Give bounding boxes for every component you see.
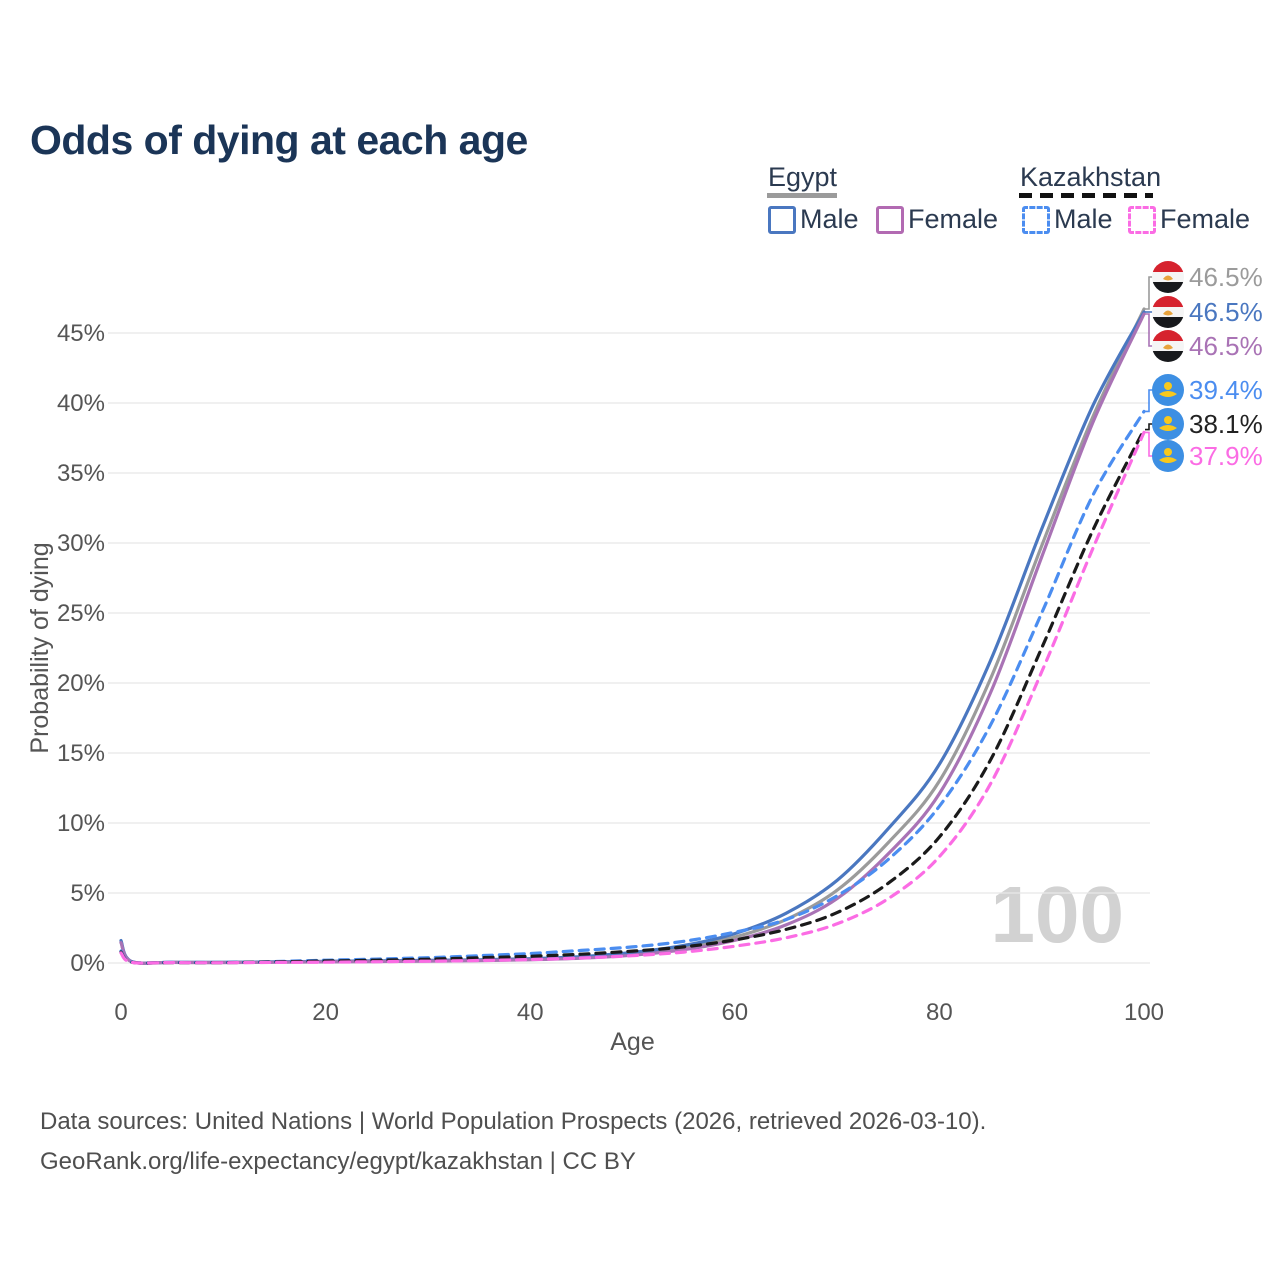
egypt-flag-icon [1152, 330, 1184, 362]
y-tick-label: 0% [70, 950, 105, 977]
x-tick-label: 0 [114, 999, 127, 1026]
y-tick-label: 10% [57, 810, 105, 837]
series-end-value-label: 46.5% [1189, 262, 1263, 292]
series-line-kazakhstan-female[interactable] [119, 430, 1146, 965]
legend-country-egypt: Egypt [768, 162, 838, 192]
y-tick-label: 20% [57, 670, 105, 697]
legend-checkbox-kazakhstan-male[interactable] [1022, 206, 1050, 234]
series-end-value-label: 37.9% [1189, 441, 1263, 471]
y-tick-label: 45% [57, 320, 105, 347]
y-tick-label: 40% [57, 390, 105, 417]
legend-kazakhstan-linestyle-swatch [1019, 193, 1153, 198]
hovered-age-watermark: 100 [990, 870, 1124, 959]
legend-label-egypt-male[interactable]: Male [800, 204, 859, 234]
y-tick-label: 5% [70, 880, 105, 907]
legend-country-kazakhstan: Kazakhstan [1020, 162, 1162, 192]
data-source-note: Data sources: United Nations | World Pop… [40, 1108, 987, 1135]
y-tick-label: 35% [57, 460, 105, 487]
attribution-link: GeoRank.org/life-expectancy/egypt/kazakh… [40, 1148, 636, 1175]
mortality-line-chart[interactable]: 0% 5% 10% 15% 20% 25% 30% 35% 40% 45% 0 20 40 60 80 100… [0, 0, 1280, 1080]
legend-checkbox-egypt-male[interactable] [768, 206, 796, 234]
series-line-egypt-female[interactable] [119, 312, 1146, 965]
kazakhstan-flag-icon [1152, 374, 1184, 406]
x-tick-label: 80 [926, 999, 953, 1026]
legend-egypt-linestyle-swatch [767, 193, 837, 198]
kazakhstan-flag-icon [1152, 408, 1184, 440]
series-end-value-label: 39.4% [1189, 375, 1263, 405]
y-tick-label: 25% [57, 600, 105, 627]
end-label-connector [1145, 423, 1153, 431]
egypt-flag-icon [1152, 261, 1184, 293]
end-label-connector [1145, 313, 1153, 347]
legend-label-kazakhstan-female[interactable]: Female [1160, 204, 1251, 234]
series-line-kazakhstan-male[interactable] [119, 409, 1146, 965]
end-label-connector [1145, 276, 1153, 310]
legend-label-kazakhstan-male[interactable]: Male [1054, 204, 1113, 234]
legend-checkbox-egypt-female[interactable] [876, 206, 904, 234]
end-label-connector [1145, 389, 1153, 413]
series-line-egypt-total[interactable] [119, 307, 1146, 965]
x-tick-label: 60 [721, 999, 748, 1026]
y-axis-title: Probability of dying [26, 542, 54, 753]
series-line-egypt-male[interactable] [119, 310, 1146, 965]
y-tick-label: 30% [57, 530, 105, 557]
legend-checkbox-kazakhstan-female[interactable] [1128, 206, 1156, 234]
end-label-connector [1145, 431, 1153, 457]
x-tick-label: 20 [312, 999, 339, 1026]
egypt-flag-icon [1152, 296, 1184, 328]
legend-label-egypt-female[interactable]: Female [908, 204, 999, 234]
y-tick-label: 15% [57, 740, 105, 767]
kazakhstan-flag-icon [1152, 440, 1184, 472]
series-end-value-label: 38.1% [1189, 409, 1263, 439]
x-axis-title: Age [610, 1028, 654, 1056]
x-tick-label: 40 [517, 999, 544, 1026]
series-end-value-label: 46.5% [1189, 297, 1263, 327]
page-title: Odds of dying at each age [30, 117, 528, 164]
x-tick-label: 100 [1124, 999, 1164, 1026]
series-end-value-label: 46.5% [1189, 331, 1263, 361]
